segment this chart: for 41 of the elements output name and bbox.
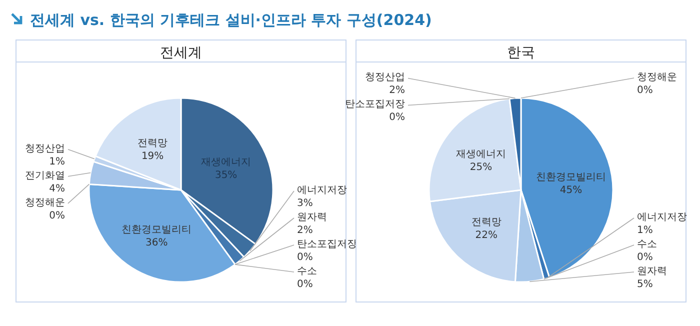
data-label: 2% [297,225,313,236]
data-label: 5% [637,279,653,290]
category-label: 수소 [637,239,657,250]
slice-label: 에너지저장 [637,212,687,223]
text: 0% [297,252,313,263]
slice-label: 원자력 [637,266,667,277]
category-label: 탄소포집저장 [297,239,357,250]
slice-label: 전기화열 [25,170,65,182]
text: 전세계 vs. 한국의 기후테크 설비·인프라 투자 구성(2024) [30,11,432,29]
category-label: 수소 [297,266,317,277]
data-label: 3% [297,198,313,209]
data-label: 36% [146,237,168,248]
text: 0% [297,279,313,290]
category-label: 청정해운 [25,197,65,208]
slice-label: 원자력 [297,212,327,223]
data-label: 1% [49,156,65,168]
text: 0% [637,85,653,96]
data-label: 1% [637,225,653,236]
chart-title: 전세계 [160,45,202,61]
slice-label: 에너지저장 [297,185,347,196]
data-label: 25% [470,162,492,173]
data-label: 2% [389,85,405,96]
category-label: 탄소포집저장 [345,99,405,110]
text: 0% [49,210,65,222]
slice-label: 전력망 [138,138,168,150]
data-label: 22% [475,230,498,241]
text: 0% [389,112,405,124]
slice-label: 친환경모빌리티 [536,172,606,184]
slice-label: 전력망 [471,216,502,228]
slice-label: 재생에너지 [201,157,252,168]
category-label: 청정해운 [637,72,677,83]
data-label: 35% [214,170,238,182]
chart-title: 한국 [507,45,535,61]
data-label: 45% [560,185,582,196]
slice-label: 청정산업 [25,143,65,154]
slice-label: 재생에너지 [456,148,506,160]
data-label: 4% [49,183,65,194]
data-label: 19% [141,151,164,162]
slice-label: 청정산업 [365,72,405,84]
slice-label: 친환경모빌리티 [122,224,192,236]
text: 0% [637,252,653,263]
